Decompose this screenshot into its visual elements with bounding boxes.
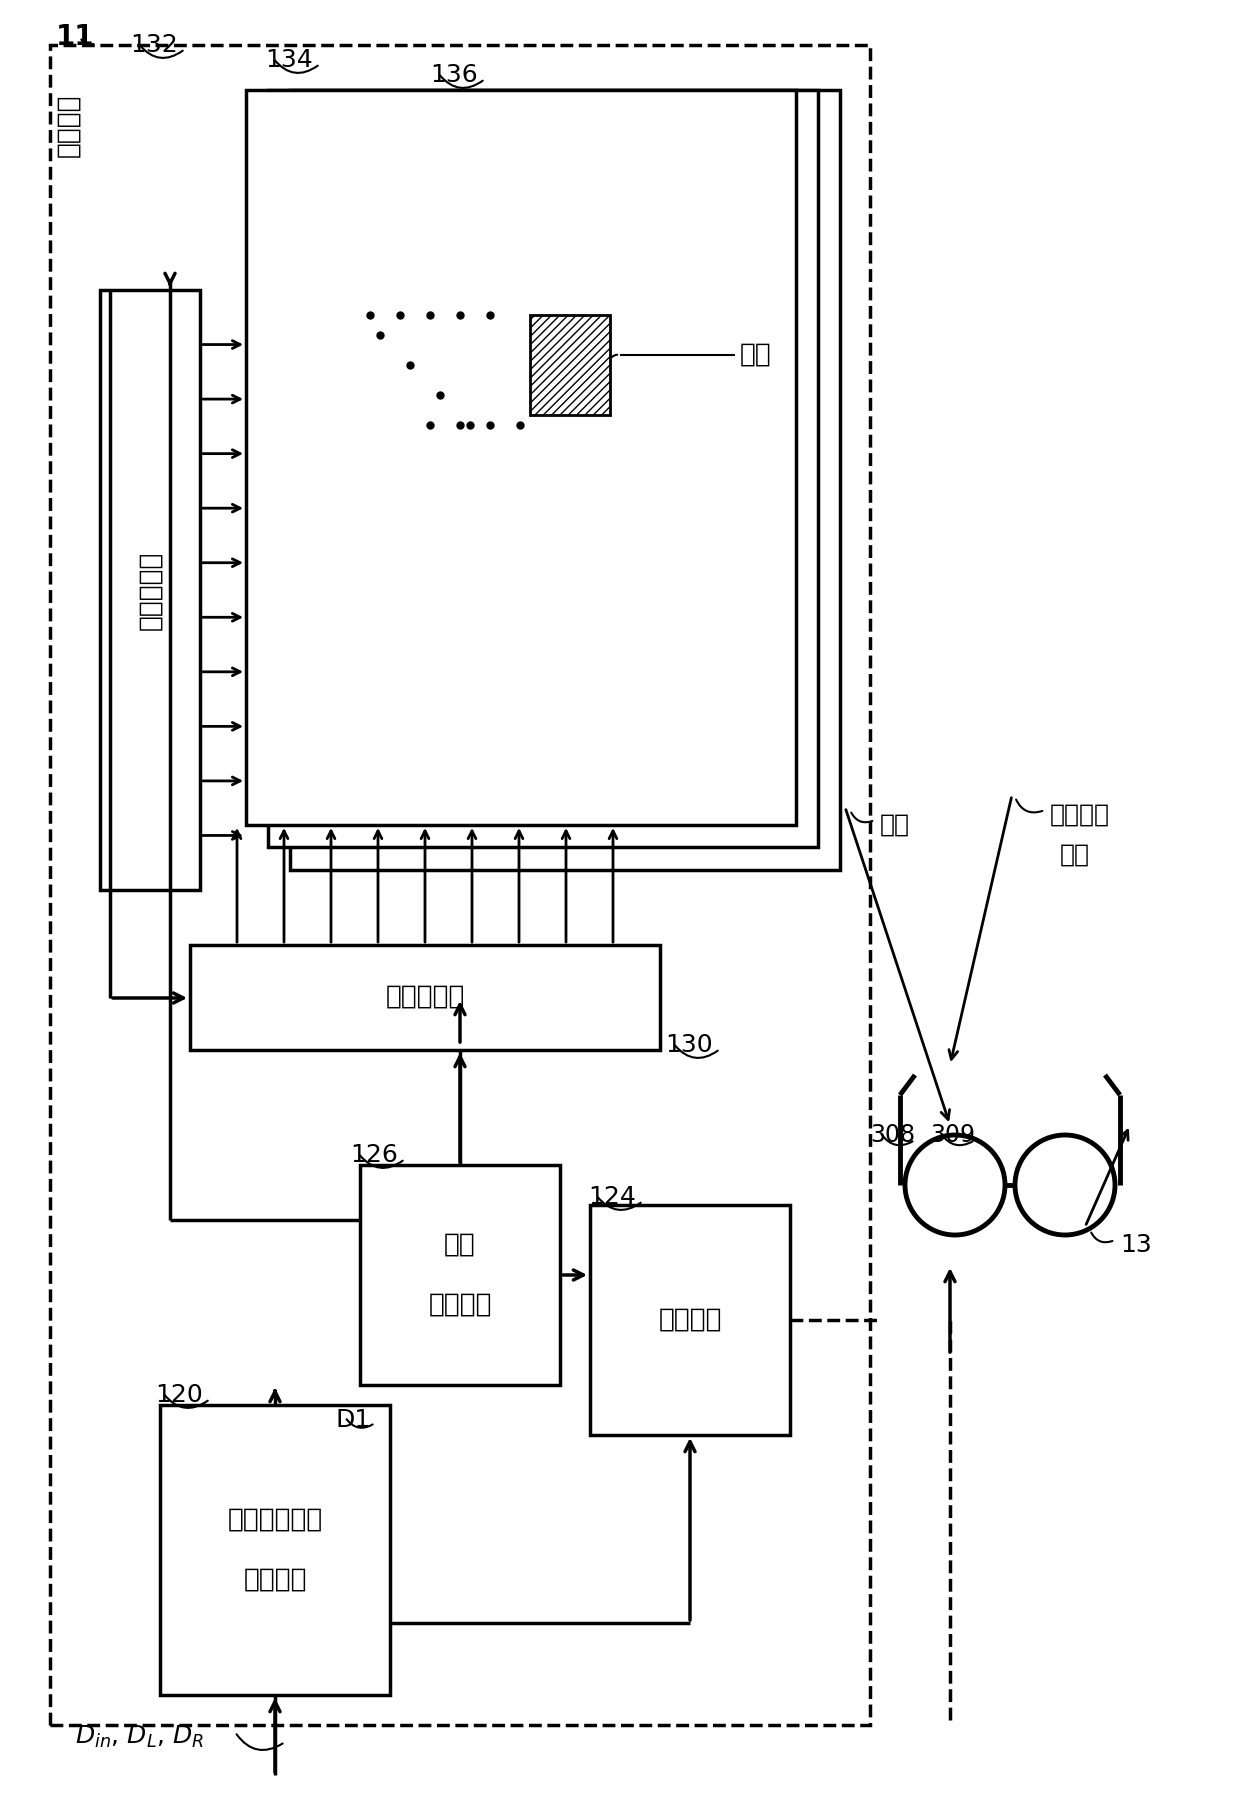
Text: 132: 132 [130, 32, 177, 58]
Text: 130: 130 [665, 1032, 713, 1058]
Bar [290, 90, 839, 870]
Text: $D_{in}$, $D_L$, $D_R$: $D_{in}$, $D_L$, $D_R$ [74, 1724, 205, 1751]
Text: 左右图像信号: 左右图像信号 [227, 1507, 322, 1532]
Text: 11: 11 [56, 23, 94, 51]
Bar [360, 1164, 560, 1384]
Text: 134: 134 [265, 49, 312, 72]
Text: 136: 136 [430, 63, 477, 87]
Bar [190, 946, 660, 1051]
Text: 图像显示: 图像显示 [1050, 803, 1110, 827]
Text: 显示装置: 显示装置 [55, 94, 81, 157]
Text: 13: 13 [1120, 1233, 1152, 1256]
Bar [268, 90, 818, 847]
Text: 通信单元: 通信单元 [658, 1307, 722, 1334]
Text: 124: 124 [588, 1186, 636, 1209]
Text: 120: 120 [155, 1383, 203, 1408]
Text: 数据驱动器: 数据驱动器 [136, 551, 162, 630]
Bar [246, 90, 796, 825]
Bar [590, 1206, 790, 1435]
Text: 系统: 系统 [1060, 843, 1090, 866]
Text: 处理单元: 处理单元 [243, 1567, 306, 1594]
Text: D1: D1 [335, 1408, 371, 1431]
Text: 定时: 定时 [444, 1233, 476, 1258]
Text: 308: 308 [870, 1123, 915, 1146]
Bar [100, 291, 200, 890]
Text: 液晶: 液晶 [740, 341, 771, 368]
Bar [529, 316, 610, 415]
Text: 控制单元: 控制单元 [428, 1292, 492, 1318]
Bar [160, 1404, 391, 1695]
Text: 126: 126 [350, 1143, 398, 1168]
Text: 扫描驱动器: 扫描驱动器 [386, 984, 465, 1011]
Bar [50, 45, 870, 1726]
Text: 分组: 分组 [880, 812, 910, 838]
Text: 309: 309 [930, 1123, 975, 1146]
